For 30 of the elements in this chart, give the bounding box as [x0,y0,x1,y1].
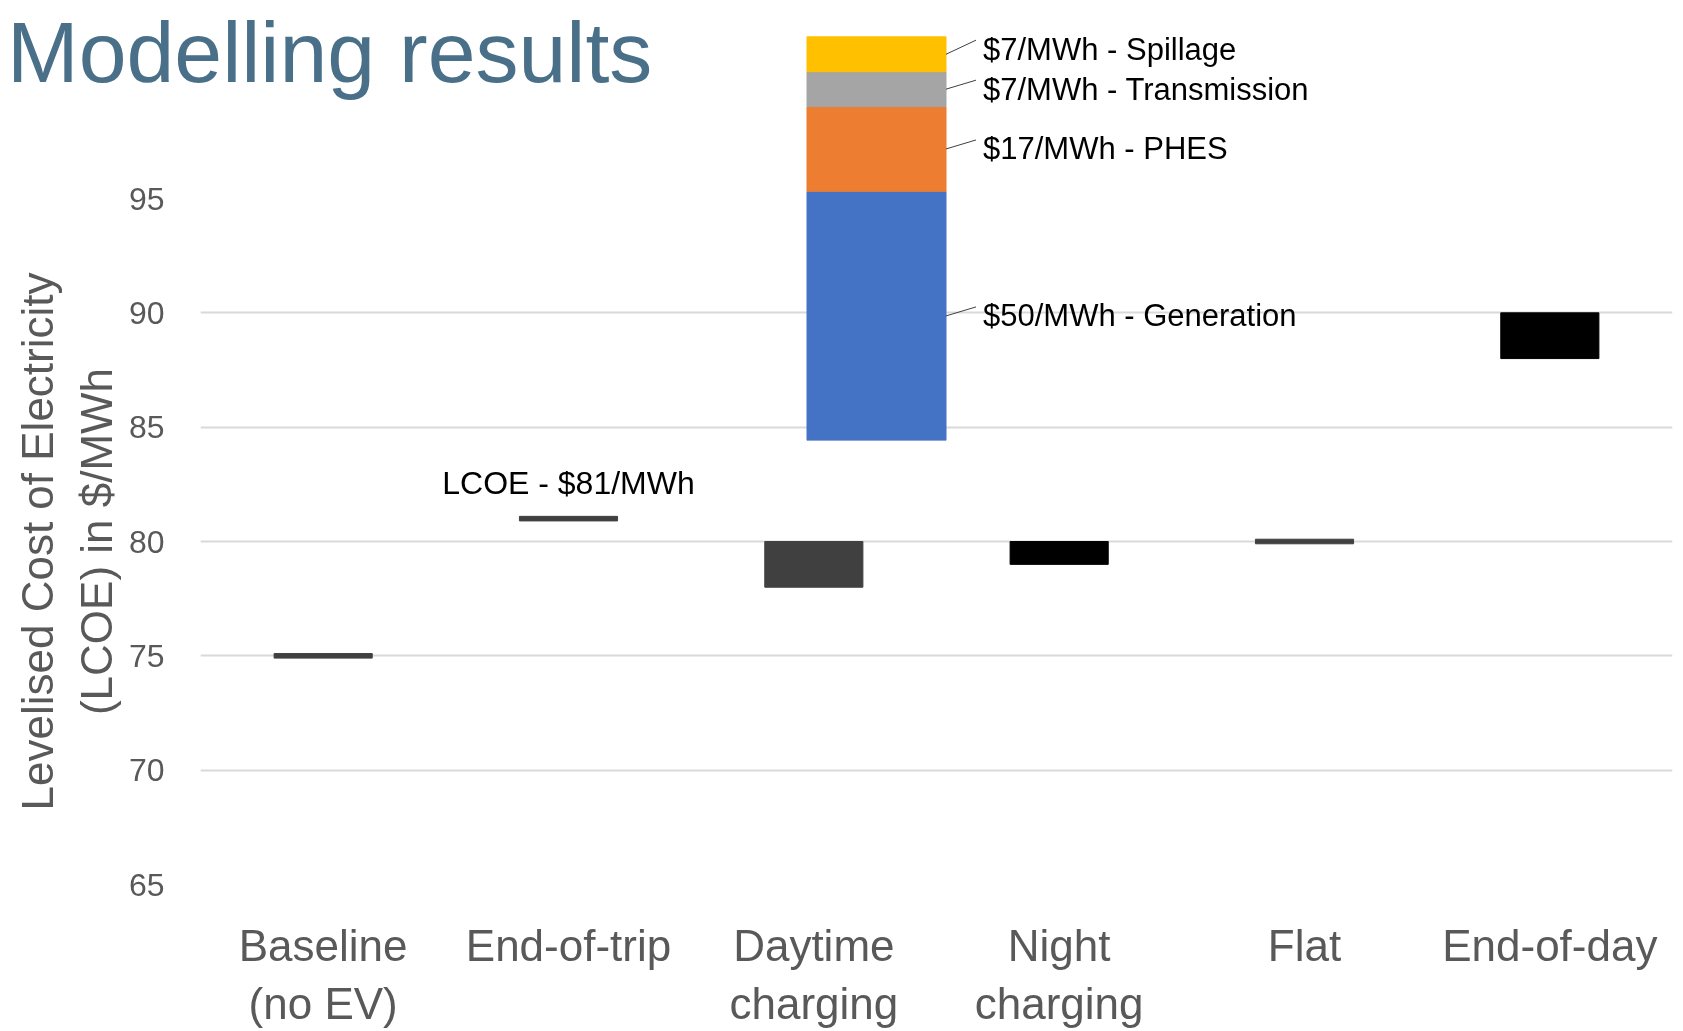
bar [1254,538,1355,545]
x-tick-label: Flat [1267,920,1342,970]
data-label: $17/MWh - PHES [983,131,1228,167]
y-axis-title: Levelised Cost of Electricity (LCOE) in $/MWh [13,272,121,811]
annotation: LCOE - $81/MWh [442,464,695,501]
y-tick-label: 70 [128,752,165,789]
y-tick-label: 95 [128,180,165,217]
data-label: $50/MWh - Generation [983,298,1297,334]
bar [806,190,947,441]
y-tick-label: 65 [128,866,165,903]
bar [273,653,373,659]
x-tick-label: End-of-day [1442,920,1658,970]
x-tick-label: End-of-trip [465,920,672,970]
bar [518,515,619,522]
bar [764,541,864,588]
y-tick-label: 85 [128,409,165,446]
bar [1500,312,1600,360]
y-tick-label: 90 [128,294,165,331]
bar [806,71,947,108]
bar [806,106,947,192]
chart-title: Modelling results [7,4,653,100]
y-tick-label: 80 [128,523,165,560]
bar [1009,541,1109,565]
data-label: $7/MWh - Spillage [983,31,1237,67]
x-tick-label: Night charging [974,920,1144,1029]
x-tick-label: Baseline (no EV) [238,920,408,1029]
x-tick-label: Daytime charging [729,920,899,1029]
data-label: $7/MWh - Transmission [983,71,1309,107]
y-tick-label: 75 [128,637,165,674]
bar [806,36,947,73]
